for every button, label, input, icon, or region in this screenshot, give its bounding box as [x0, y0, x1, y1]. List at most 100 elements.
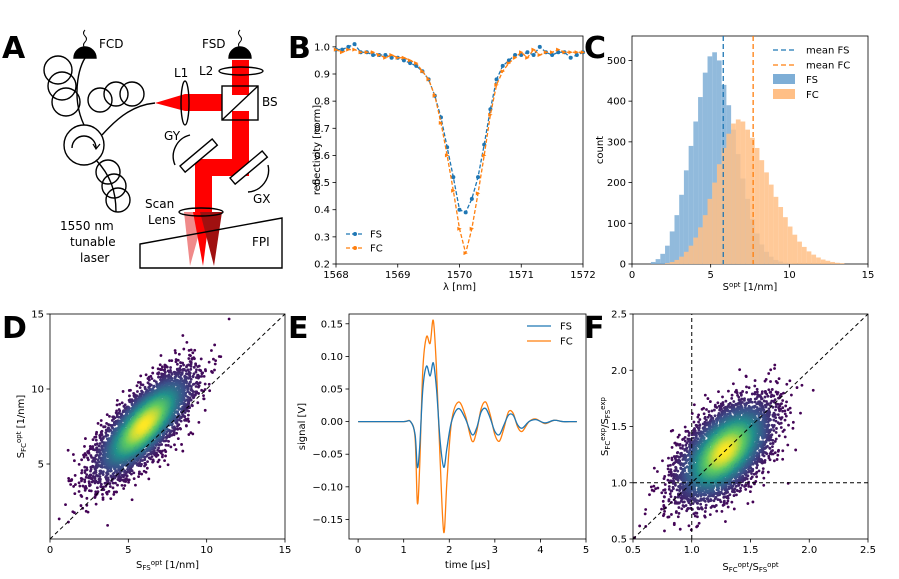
d-point [164, 443, 168, 447]
d-point [147, 477, 151, 481]
label-lens: Lens [148, 213, 176, 227]
c-bar-FC [811, 254, 817, 264]
scan-lens [178, 207, 224, 217]
b-point-FC [556, 47, 561, 52]
d-point [130, 498, 134, 502]
b-point-FS [383, 53, 388, 57]
d-point [109, 428, 113, 432]
d-point [181, 334, 185, 337]
beam-down-1 [232, 111, 249, 159]
b-point-FC [512, 55, 518, 60]
d-point [176, 427, 180, 431]
b-point-FC [426, 77, 431, 82]
d-point [98, 475, 102, 479]
d-point [123, 484, 127, 487]
d-point [108, 415, 111, 418]
c-legend-patch [773, 89, 795, 99]
d-point [102, 485, 105, 489]
d-point [142, 469, 146, 473]
d-point [94, 490, 98, 494]
d-point [210, 349, 213, 352]
d-point [112, 493, 116, 496]
b-point-FS [401, 58, 406, 63]
d-point [139, 374, 143, 378]
d-point [180, 377, 183, 381]
d-point [164, 435, 168, 439]
gy-rotation-arrow [172, 134, 191, 166]
b-point-FC [364, 50, 370, 55]
d-point [139, 458, 143, 462]
d-point [84, 475, 88, 479]
d-point [82, 455, 86, 459]
d-point [98, 442, 102, 445]
c-bar-FS [683, 170, 689, 264]
b-legend-marker [353, 232, 357, 236]
fiber-loop-1 [43, 55, 73, 85]
d-point [87, 480, 91, 484]
b-point-FC [463, 251, 468, 256]
d-point [196, 365, 200, 369]
label-part: S [723, 282, 729, 293]
d-point [198, 381, 202, 385]
c-bar-FS [693, 121, 699, 264]
d-point [163, 370, 167, 374]
b-point-FS [537, 44, 542, 49]
d-point [129, 388, 132, 392]
laser-beams [155, 60, 249, 266]
c-xtick-label: 0 [629, 270, 635, 281]
b-point-FC [574, 50, 580, 55]
d-point [99, 419, 103, 422]
d-point [187, 433, 191, 436]
circulator-arrow [71, 135, 97, 149]
d-point [101, 473, 105, 477]
d-point [115, 398, 119, 402]
d-point [167, 370, 171, 374]
d-point [214, 359, 218, 363]
d-point [94, 471, 98, 474]
b-point-FC [414, 61, 419, 66]
c-legend-patch [773, 74, 795, 84]
b-ytick-label: 0.5 [314, 178, 330, 189]
d-point [189, 388, 193, 392]
d-point [94, 432, 98, 436]
c-legend-label: mean FS [806, 46, 849, 57]
b-xlabel: λ [nm] [443, 282, 476, 293]
d-point [166, 443, 170, 447]
d-point [86, 458, 90, 462]
label-fpi: FPI [252, 235, 270, 249]
c-ytick-label: 300 [607, 137, 626, 148]
d-point [173, 443, 176, 447]
d-point [182, 347, 186, 351]
c-bar-FC [712, 182, 717, 264]
d-point [184, 369, 188, 373]
d-point [73, 492, 77, 496]
panel-letter-a: A [2, 31, 26, 66]
fiber-loop-7 [95, 159, 121, 185]
c-bar-FC [665, 263, 670, 264]
d-point [196, 373, 199, 377]
d-point [115, 403, 119, 407]
d-point [190, 392, 194, 396]
d-point [176, 424, 179, 428]
d-point [95, 486, 99, 490]
d-point [157, 446, 160, 450]
c-bar-FC [768, 184, 774, 264]
d-point [84, 453, 88, 457]
d-point [203, 408, 207, 412]
d-point [94, 438, 98, 442]
d-point [183, 418, 186, 422]
d-point [88, 447, 92, 451]
b-point-FC [531, 47, 536, 52]
d-point [184, 424, 188, 427]
d-point [164, 454, 167, 458]
d-point [136, 390, 139, 393]
d-point [116, 483, 119, 487]
d-point [183, 375, 187, 379]
d-point [88, 445, 92, 448]
d-point [80, 471, 84, 475]
d-point [179, 364, 183, 368]
d-point [81, 484, 85, 488]
c-bar-FC [721, 147, 727, 264]
